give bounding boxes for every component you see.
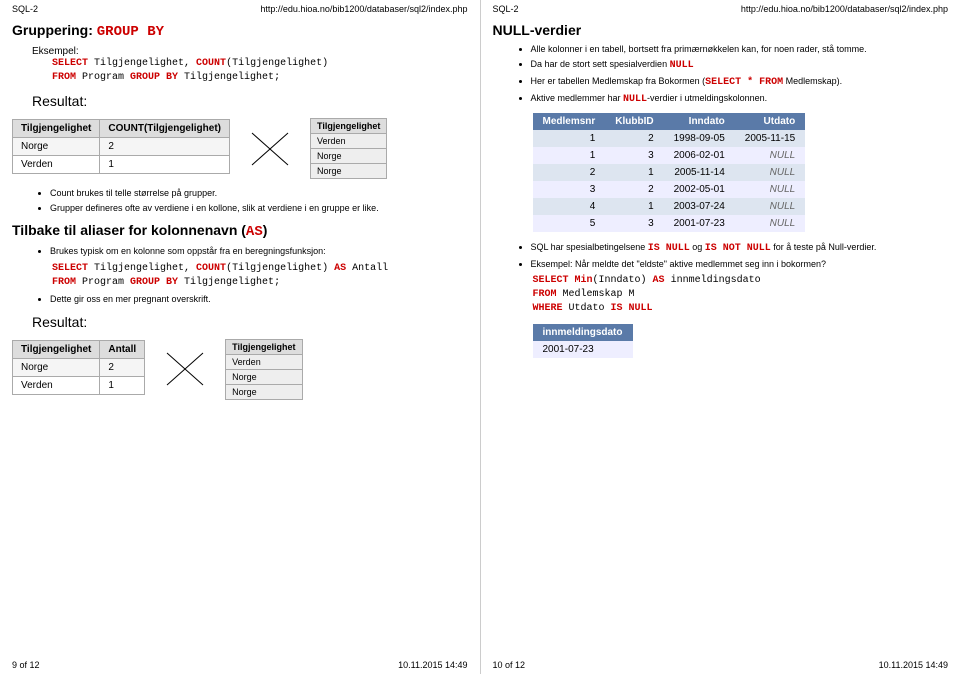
hdr-title: SQL-2: [12, 4, 38, 14]
header-right: SQL-2 http://edu.hioa.no/bib1200/databas…: [493, 4, 949, 14]
header-left: SQL-2 http://edu.hioa.no/bib1200/databas…: [12, 4, 468, 14]
footer-left: 9 of 12 10.11.2015 14:49: [12, 660, 468, 670]
result-table-1: TilgjengelighetCOUNT(Tilgjengelighet) No…: [12, 119, 230, 174]
mini-table-2: Tilgjengelighet Verden Norge Norge: [225, 339, 302, 400]
innmeldingsdato-table: innmeldingsdato 2001-07-23: [533, 324, 633, 358]
heading-alias: Tilbake til aliaser for kolonnenavn (AS): [12, 222, 468, 240]
bullets-null-2: SQL har spesialbetingelsene IS NULL og I…: [513, 242, 949, 271]
resultat-2: Resultat:: [32, 314, 468, 330]
bullets-null: Alle kolonner i en tabell, bortsett fra …: [513, 44, 949, 107]
code-block-1: SELECT Tilgjengelighet, COUNT(Tilgjengel…: [52, 57, 468, 85]
code-block-2: SELECT Tilgjengelighet, COUNT(Tilgjengel…: [52, 262, 468, 290]
bullets-2: Brukes typisk om en kolonne som oppstår …: [32, 246, 468, 258]
hdr-url: http://edu.hioa.no/bib1200/databaser/sql…: [741, 4, 948, 14]
bullets-1: Count brukes til telle størrelse på grup…: [32, 188, 468, 214]
result-row-1: TilgjengelighetCOUNT(Tilgjengelighet) No…: [12, 115, 468, 182]
cross-icon: [250, 129, 290, 169]
page-right: SQL-2 http://edu.hioa.no/bib1200/databas…: [481, 0, 960, 674]
small-result-wrap: innmeldingsdato 2001-07-23: [533, 324, 949, 358]
code-block-3: SELECT Min(Inndato) AS innmeldingsdato F…: [533, 274, 949, 316]
heading-group-by: Gruppering: GROUP BY: [12, 22, 468, 40]
heading-null: NULL-verdier: [493, 22, 949, 38]
result-table-2: TilgjengelighetAntall Norge2 Verden1: [12, 340, 145, 395]
page-left: SQL-2 http://edu.hioa.no/bib1200/databas…: [0, 0, 481, 674]
data-table-wrap: Medlemsnr KlubbID Inndato Utdato 121998-…: [533, 113, 949, 232]
result-row-2: TilgjengelighetAntall Norge2 Verden1 Til…: [12, 336, 468, 403]
cross-icon-2: [165, 349, 205, 389]
mini-table-1: Tilgjengelighet Verden Norge Norge: [310, 118, 387, 179]
medlemskap-table: Medlemsnr KlubbID Inndato Utdato 121998-…: [533, 113, 806, 232]
example-label: Eksempel:: [32, 46, 468, 57]
hdr-title: SQL-2: [493, 4, 519, 14]
bullets-3: Dette gir oss en mer pregnant overskrift…: [32, 294, 468, 306]
footer-right: 10 of 12 10.11.2015 14:49: [493, 660, 949, 670]
hdr-url: http://edu.hioa.no/bib1200/databaser/sql…: [260, 4, 467, 14]
resultat-1: Resultat:: [32, 93, 468, 109]
